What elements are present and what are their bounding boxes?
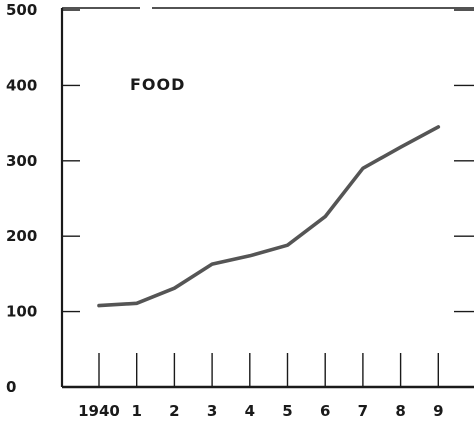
x-tick-label: 1 [131,402,141,420]
x-tick-label: 9 [433,402,443,420]
x-tick-label: 4 [245,402,255,420]
y-tick-label: 100 [6,303,37,321]
y-tick-label: 300 [6,152,37,170]
x-tick-label: 3 [207,402,217,420]
x-tick-label: 8 [395,402,405,420]
y-axis-labels: 0 100 200 300 400 500 [6,1,37,396]
x-tick-label: 2 [169,402,179,420]
x-axis-labels: 1940 1 2 3 4 5 6 7 8 9 [78,402,443,420]
plot-frame [60,7,474,389]
x-axis-ticks [98,353,439,387]
y-tick-label: 0 [6,378,16,396]
chart-title: FOOD [130,75,185,94]
series-line [97,125,441,308]
y-axis-ticks [62,9,474,313]
series-group [97,125,441,308]
x-tick-label: 6 [320,402,330,420]
y-tick-label: 400 [6,76,37,94]
y-tick-label: 500 [6,1,37,19]
y-tick-label: 200 [6,227,37,245]
x-tick-label: 1940 [78,402,120,420]
x-tick-label: 7 [358,402,368,420]
x-tick-label: 5 [282,402,292,420]
